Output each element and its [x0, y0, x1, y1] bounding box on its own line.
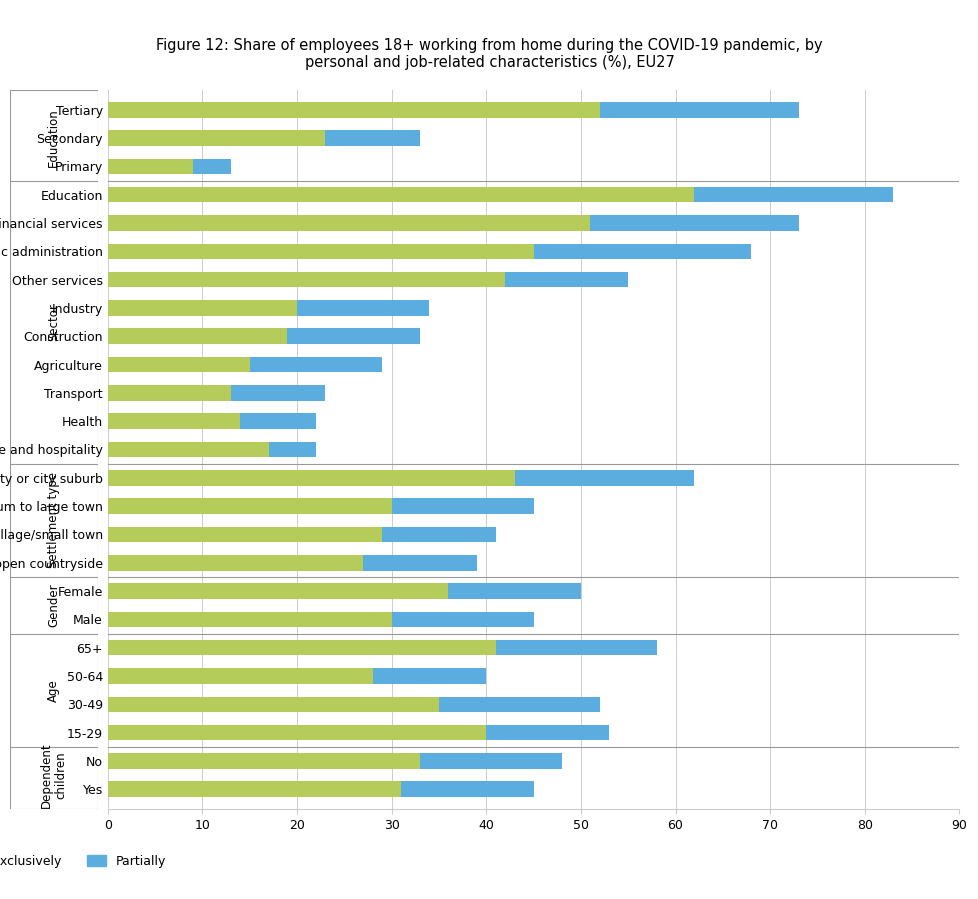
Bar	[108, 102, 600, 118]
Bar	[108, 414, 240, 429]
Bar	[363, 555, 476, 571]
Text: Dependent
children: Dependent children	[40, 743, 67, 808]
Bar	[231, 385, 325, 401]
Text: Gender: Gender	[47, 583, 61, 627]
Bar	[249, 357, 381, 372]
Bar	[693, 187, 892, 202]
Bar	[108, 130, 325, 146]
Bar	[108, 611, 391, 628]
Bar	[108, 441, 268, 458]
Bar	[108, 158, 193, 174]
Bar	[420, 753, 561, 769]
Bar	[391, 611, 533, 628]
Bar	[401, 781, 533, 797]
Bar	[108, 357, 249, 372]
Bar	[108, 781, 401, 797]
Bar	[381, 527, 495, 542]
Bar	[373, 668, 486, 684]
Bar	[108, 215, 590, 231]
Bar	[108, 753, 420, 769]
Bar	[108, 583, 448, 599]
Bar	[108, 470, 514, 485]
Bar	[108, 640, 495, 655]
Bar	[108, 187, 693, 202]
Bar	[108, 244, 533, 259]
Bar	[533, 244, 750, 259]
Bar	[448, 583, 580, 599]
Bar	[296, 300, 429, 316]
Bar	[108, 555, 363, 571]
Bar	[108, 697, 438, 712]
Bar	[391, 498, 533, 514]
Legend: Exclusively, Partially: Exclusively, Partially	[0, 855, 166, 868]
Bar	[268, 441, 316, 458]
Bar	[108, 385, 231, 401]
Text: Age: Age	[47, 679, 61, 701]
Bar	[495, 640, 656, 655]
Bar	[108, 300, 296, 316]
Text: Figure 12: Share of employees 18+ working from home during the COVID-19 pandemic: Figure 12: Share of employees 18+ workin…	[156, 38, 822, 70]
Text: Settlement type: Settlement type	[47, 472, 61, 568]
Bar	[240, 414, 316, 429]
Bar	[505, 271, 628, 288]
Bar	[438, 697, 600, 712]
Bar	[108, 668, 373, 684]
Bar	[108, 725, 486, 741]
Text: Sector: Sector	[47, 303, 61, 341]
Bar	[108, 527, 381, 542]
Bar	[590, 215, 798, 231]
Bar	[108, 271, 505, 288]
Bar	[108, 328, 288, 344]
Bar	[325, 130, 420, 146]
Bar	[486, 725, 608, 741]
Bar	[108, 498, 391, 514]
Bar	[193, 158, 231, 174]
Bar	[514, 470, 693, 485]
Text: Education: Education	[47, 109, 61, 167]
Bar	[288, 328, 420, 344]
Bar	[600, 102, 798, 118]
